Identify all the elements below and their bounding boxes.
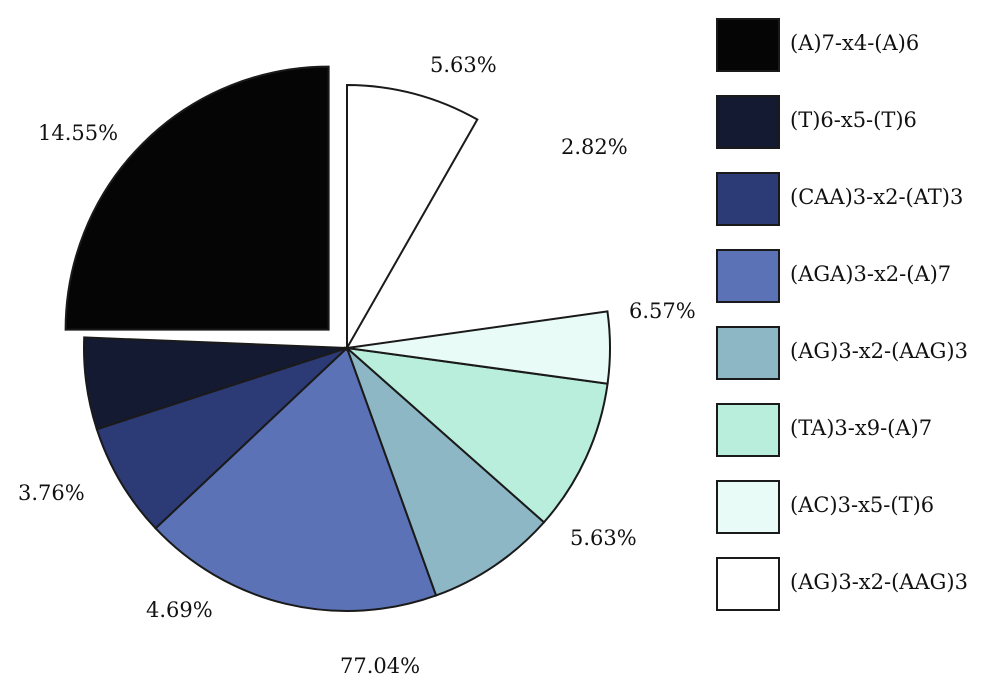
slice-value-label-8: 5.63% [430,53,497,77]
legend-item: (A)7-x4-(A)6 [714,18,1000,74]
legend-swatch [716,18,780,72]
slice-value-label-5: 5.63% [570,526,637,550]
legend-label: (TA)3-x9-(A)7 [790,416,933,440]
pie-slice-5 [346,347,546,597]
legend-item: (AC)3-x5-(T)6 [714,480,1000,536]
pie-chart: 14.55% 3.76% 4.69% 77.04% 5.63% 6.57% 2.82% 5.6… [18,53,696,678]
legend-item: (AG)3-x2-(AAG)3 [714,557,1000,613]
pie-slice-6 [343,346,609,524]
legend-swatch [716,557,780,611]
pie-slice-4 [154,346,438,612]
legend-swatch [716,249,780,303]
legend-label: (A)7-x4-(A)6 [790,31,920,55]
slice-value-label-2: 3.76% [18,481,85,505]
legend-label: (CAA)3-x2-(AT)3 [790,185,964,209]
pie-slice-8 [346,83,479,352]
legend-label: (AG)3-x2-(AAG)3 [790,339,968,363]
legend-swatch [716,480,780,534]
legend-item: (CAA)3-x2-(AT)3 [714,172,1000,228]
legend-label: (T)6-x5-(T)6 [790,108,917,132]
pie-slice-7 [346,310,611,385]
legend-item: (T)6-x5-(T)6 [714,95,1000,151]
legend-swatch [716,172,780,226]
slice-value-label-4: 77.04% [340,654,420,678]
legend-item: (AGA)3-x2-(A)7 [714,249,1000,305]
pie-slice-3 [95,347,348,530]
legend-label: (AC)3-x5-(T)6 [790,493,935,517]
legend-label: (AGA)3-x2-(A)7 [790,262,952,286]
slice-value-label-1: 14.55% [38,121,118,145]
legend-label: (AG)3-x2-(AAG)3 [790,570,968,594]
slice-value-label-6: 6.57% [629,299,696,323]
legend-item: (AG)3-x2-(AAG)3 [714,326,1000,382]
pie-slice-1 [64,65,330,331]
legend-item: (TA)3-x9-(A)7 [714,403,1000,459]
slice-value-label-3: 4.69% [146,598,213,622]
legend-swatch [716,326,780,380]
legend-swatch [716,403,780,457]
slice-value-label-7: 2.82% [561,135,628,159]
legend-swatch [716,95,780,149]
